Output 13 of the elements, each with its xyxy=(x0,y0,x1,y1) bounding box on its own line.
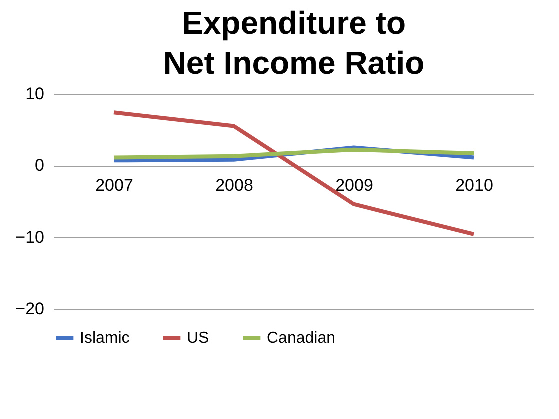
x-tick-label: 2010 xyxy=(456,176,494,196)
x-tick-label: 2008 xyxy=(216,176,254,196)
y-tick-label: 10 xyxy=(26,84,44,104)
chart-title: Expenditure to Net Income Ratio xyxy=(163,5,425,81)
y-tick-label: −10 xyxy=(16,228,44,247)
y-tick-label: −20 xyxy=(16,300,44,318)
x-tick-label: 2009 xyxy=(336,176,374,196)
legend-label: US xyxy=(187,330,210,347)
legend-label: Canadian xyxy=(267,330,336,347)
x-tick-label: 2007 xyxy=(96,176,134,196)
line-series xyxy=(112,148,476,160)
legend-label: Islamic xyxy=(80,330,130,347)
y-tick-label: 0 xyxy=(35,156,44,176)
